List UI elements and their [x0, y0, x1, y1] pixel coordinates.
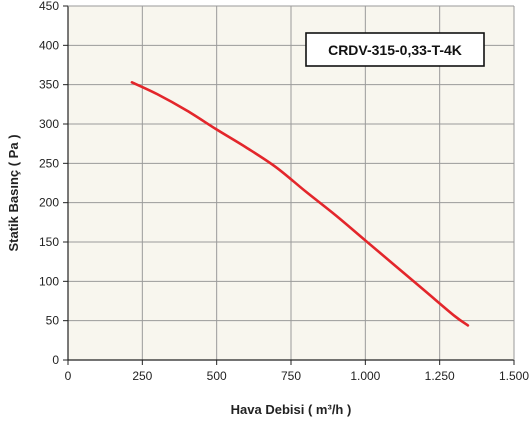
x-tick-label-1250: 1.250: [425, 369, 455, 383]
model-label-box: CRDV-315-0,33-T-4K: [305, 32, 485, 67]
y-tick-label-50: 50: [46, 314, 60, 328]
y-tick-label-350: 350: [39, 78, 59, 92]
x-tick-label-0: 0: [65, 369, 72, 383]
y-tick-label-150: 150: [39, 235, 59, 249]
y-tick-label-450: 450: [39, 0, 59, 13]
y-tick-label-400: 400: [39, 38, 59, 52]
x-tick-label-750: 750: [281, 369, 301, 383]
y-tick-label-300: 300: [39, 117, 59, 131]
x-tick-label-250: 250: [132, 369, 152, 383]
series-line: [130, 81, 470, 327]
y-tick-labels: 0 50 100 150 200 250 300 350 400 450: [39, 0, 59, 367]
axes: [63, 5, 515, 365]
y-tick-label-100: 100: [39, 274, 59, 288]
x-tick-label-500: 500: [207, 369, 227, 383]
x-tick-labels: 0 250 500 750 1.000 1.250 1.500: [65, 369, 529, 383]
y-tick-label-250: 250: [39, 156, 59, 170]
y-axis-title: Statik Basınç ( Pa ): [6, 134, 21, 251]
model-label: CRDV-315-0,33-T-4K: [328, 42, 462, 58]
x-axis-title: Hava Debisi ( m³/h ): [231, 402, 352, 417]
y-tick-label-0: 0: [52, 353, 59, 367]
y-tick-label-200: 200: [39, 196, 59, 210]
x-tick-label-1500: 1.500: [499, 369, 529, 383]
x-tick-label-1000: 1.000: [350, 369, 380, 383]
